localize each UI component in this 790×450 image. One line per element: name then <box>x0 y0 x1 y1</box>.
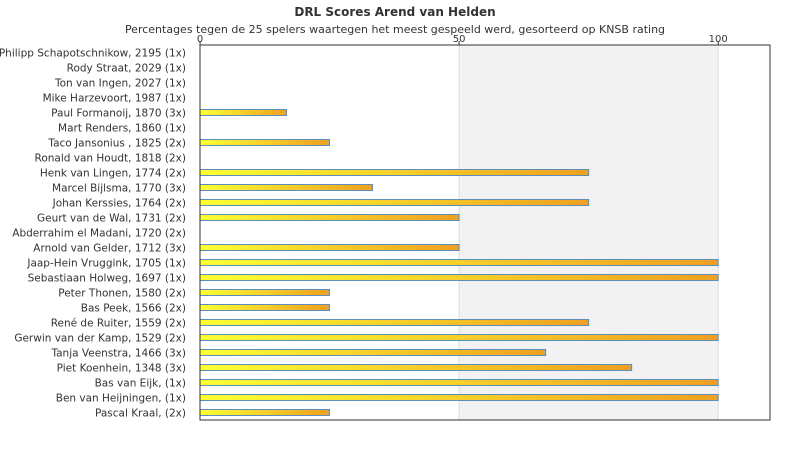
category-label: Bas van Eijk, (1x) <box>95 378 186 390</box>
bar <box>199 214 460 221</box>
bar <box>199 319 590 326</box>
category-label: Arnold van Gelder, 1712 (3x) <box>33 243 186 255</box>
background-bands <box>200 45 770 420</box>
bar-series <box>199 109 719 416</box>
category-label: Ben van Heijningen, (1x) <box>56 393 186 405</box>
category-label: Mart Renders, 1860 (1x) <box>58 123 186 135</box>
background-band <box>718 45 770 420</box>
tick-label: 50 <box>453 34 466 45</box>
tick-label: 0 <box>197 34 203 45</box>
category-label: Johan Kerssies, 1764 (2x) <box>52 198 186 210</box>
bar <box>199 259 719 266</box>
background-band <box>200 45 460 420</box>
bar <box>199 274 719 281</box>
category-label: Marcel Bijlsma, 1770 (3x) <box>52 183 186 195</box>
tick-label: 100 <box>709 34 728 45</box>
category-label: Bas Peek, 1566 (2x) <box>81 303 186 315</box>
category-label: Sebastiaan Holweg, 1697 (1x) <box>28 273 186 285</box>
bar <box>199 304 331 311</box>
category-label: Henk van Lingen, 1774 (2x) <box>40 168 186 180</box>
x-axis-ticks: 0 50 100 <box>197 34 728 45</box>
category-label: Mike Harzevoort, 1987 (1x) <box>43 93 186 105</box>
category-label: Taco Jansonius , 1825 (2x) <box>47 138 186 150</box>
category-label: Pascal Kraal, (2x) <box>95 408 186 420</box>
background-band <box>459 45 719 420</box>
bar <box>199 289 331 296</box>
plot-frame <box>199 44 771 421</box>
bar <box>199 409 331 416</box>
bar <box>199 364 633 371</box>
bar <box>199 184 374 191</box>
category-label: Gerwin van der Kamp, 1529 (2x) <box>14 333 186 345</box>
bar <box>199 244 460 251</box>
chart-subtitle: Percentages tegen de 25 spelers waartege… <box>125 23 665 36</box>
bar <box>199 109 288 116</box>
bar <box>199 334 719 341</box>
bar <box>199 394 719 401</box>
category-label: Geurt van de Wal, 1731 (2x) <box>37 213 186 225</box>
category-label: Peter Thonen, 1580 (2x) <box>58 288 186 300</box>
category-label: Tanja Veenstra, 1466 (3x) <box>50 348 186 360</box>
category-labels: Philipp Schapotschnikow, 2195 (1x) Rody S… <box>0 48 186 420</box>
bar <box>199 379 719 386</box>
category-label: Abderrahim el Madani, 1720 (2x) <box>12 228 186 240</box>
category-label: René de Ruiter, 1559 (2x) <box>51 318 186 330</box>
category-label: Rody Straat, 2029 (1x) <box>67 63 186 75</box>
bar <box>199 169 590 176</box>
category-label: Ton van Ingen, 2027 (1x) <box>54 78 186 90</box>
bar <box>199 139 331 146</box>
category-label: Ronald van Houdt, 1818 (2x) <box>35 153 186 165</box>
category-label: Jaap-Hein Vruggink, 1705 (1x) <box>26 258 186 270</box>
category-label: Piet Koenhein, 1348 (3x) <box>57 363 186 375</box>
chart-title: DRL Scores Arend van Helden <box>294 5 495 19</box>
category-label: Paul Formanoij, 1870 (3x) <box>51 108 186 120</box>
bar <box>199 349 547 356</box>
category-label: Philipp Schapotschnikow, 2195 (1x) <box>0 48 186 60</box>
bar <box>199 199 590 206</box>
